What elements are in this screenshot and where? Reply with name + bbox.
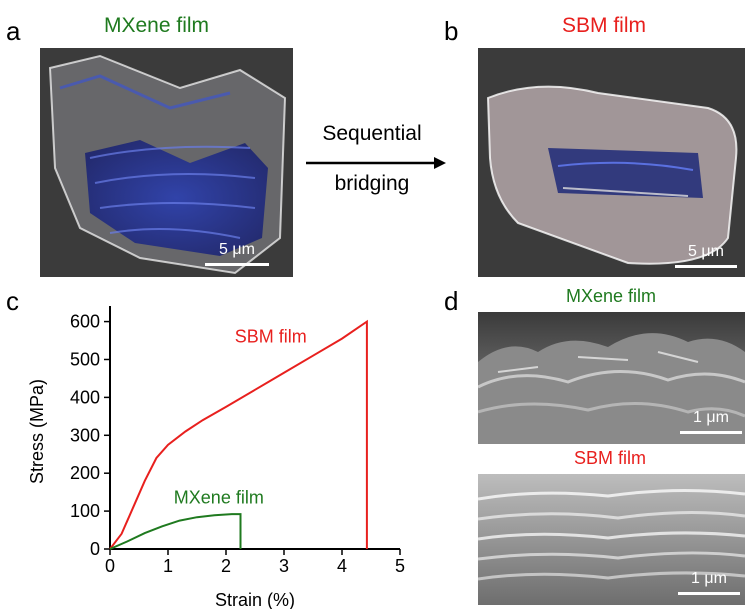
panel-d-top-title: MXene film (566, 286, 657, 306)
sequential-bridging-arrow: Sequential bridging (306, 120, 446, 210)
panel-d-bottom-title: SBM film (574, 448, 646, 468)
x-tick-label: 1 (163, 556, 173, 576)
sbm-sem-picture: 1 μm (477, 474, 746, 605)
mxene-sem-image: 1 μm (477, 312, 746, 444)
series-label-mxene: MXene film (174, 488, 264, 508)
panel-letter-b: b (444, 16, 459, 46)
scale-bar-label-d-bottom: 1 μm (691, 570, 727, 587)
scale-bar-label-a: 5 μm (219, 241, 255, 258)
panel-letter-c: c (6, 286, 19, 316)
series-label-sbm: SBM film (235, 326, 307, 346)
sbm-3d-render: 5 μm (478, 48, 745, 277)
x-tick-label: 5 (395, 556, 405, 576)
x-tick-label: 3 (279, 556, 289, 576)
y-tick-label: 300 (70, 425, 100, 445)
y-tick-label: 400 (70, 387, 100, 407)
y-tick-label: 100 (70, 501, 100, 521)
chart-series (109, 319, 368, 550)
mxene-3d-image: 5 μm (40, 48, 293, 277)
chart-ticks: 0 1 2 3 4 5 0 100 200 300 400 500 600 (70, 312, 405, 576)
y-tick-label: 500 (70, 349, 100, 369)
scale-bar-label-d-top: 1 μm (693, 409, 729, 426)
y-tick-label: 0 (90, 539, 100, 559)
x-tick-label: 0 (105, 556, 115, 576)
arrow-label-line1: Sequential (322, 122, 422, 145)
x-tick-label: 2 (221, 556, 231, 576)
stress-strain-chart: 0 1 2 3 4 5 0 100 200 300 400 500 600 SBM film MXene … (27, 306, 405, 609)
mxene-sem-picture: 1 μm (477, 312, 746, 444)
y-axis-label: Stress (MPa) (27, 379, 47, 484)
y-tick-label: 600 (70, 312, 100, 332)
scale-bar-label-b: 5 μm (688, 243, 724, 260)
sbm-3d-image: 5 μm (478, 48, 745, 277)
panel-letter-a: a (6, 16, 21, 46)
y-tick-label: 200 (70, 463, 100, 483)
mxene-3d-render: 5 μm (40, 48, 293, 277)
arrow-icon (306, 157, 446, 169)
x-axis-label: Strain (%) (215, 590, 295, 609)
series-line-mxene-film (109, 513, 242, 550)
arrow-label-line2: bridging (334, 172, 410, 195)
chart-labels: SBM film MXene film Strain (%) Stress (MPa) (27, 326, 307, 609)
panel-letter-d: d (444, 286, 459, 316)
panel-b-title: SBM film (562, 14, 646, 37)
series-line-sbm-film (109, 319, 368, 550)
chart-axes (109, 306, 400, 550)
x-tick-label: 4 (337, 556, 347, 576)
sbm-sem-image: 1 μm (477, 474, 746, 605)
panel-a-title: MXene film (104, 14, 210, 37)
